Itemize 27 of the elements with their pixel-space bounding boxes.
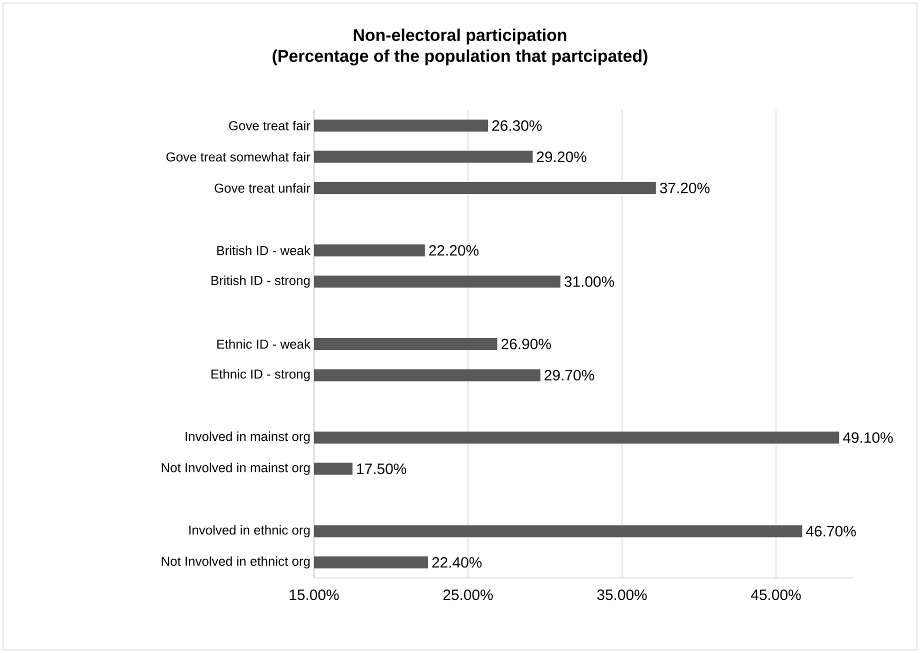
data-label: 29.20% bbox=[536, 151, 586, 162]
y-tick-label: British ID - strong bbox=[212, 276, 310, 288]
data-label: 37.20% bbox=[660, 182, 710, 194]
x-tick-label: 35.00% bbox=[597, 590, 647, 600]
y-tick-label: Ethnic ID - strong bbox=[212, 369, 310, 382]
y-tick-label: Gove treat unfair bbox=[214, 183, 310, 193]
data-label: 29.70% bbox=[544, 370, 594, 380]
data-label: 26.30% bbox=[492, 120, 542, 131]
data-label: 17.50% bbox=[357, 463, 406, 474]
x-tick-label: 45.00% bbox=[751, 590, 801, 600]
y-tick-label: Not Involved in mainst org bbox=[162, 462, 310, 475]
y-tick-label: Not Involved in ethnict org bbox=[162, 556, 310, 568]
data-label: 31.00% bbox=[564, 276, 614, 287]
y-tick-label: Involved in mainst org bbox=[186, 432, 310, 444]
y-tick-label: Gove treat somewhat fair bbox=[166, 152, 310, 162]
y-tick-label: Ethnic ID - weak bbox=[217, 339, 310, 349]
y-tick-label: Gove treat fair bbox=[229, 120, 310, 130]
data-label: 22.20% bbox=[429, 245, 479, 256]
x-tick-label: 25.00% bbox=[443, 590, 493, 600]
chart-title: Non-electoral participation (Percentage of the population that partcipated) bbox=[272, 28, 648, 66]
data-label: 26.90% bbox=[502, 338, 551, 350]
x-tick-label: 15.00% bbox=[290, 590, 339, 600]
data-label: 22.40% bbox=[432, 557, 482, 568]
y-tick-label: Involved in ethnic org bbox=[189, 525, 310, 538]
data-label: 46.70% bbox=[806, 526, 856, 536]
data-label: 49.10% bbox=[843, 432, 893, 443]
y-tick-label: British ID - weak bbox=[217, 246, 310, 256]
